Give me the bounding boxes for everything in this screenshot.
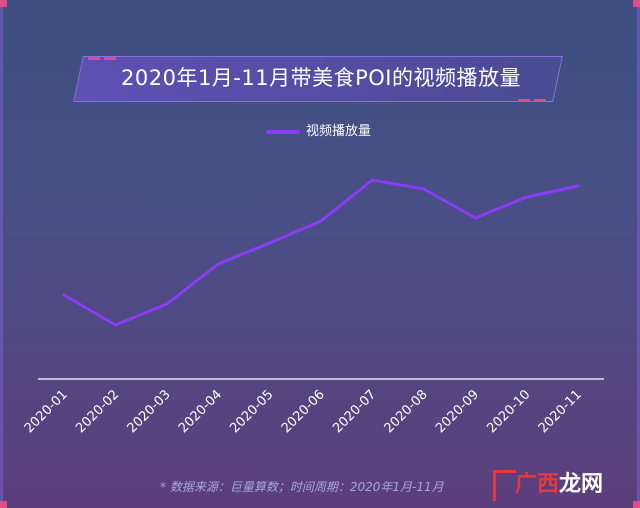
x-tick-label: 2020-08 bbox=[382, 387, 431, 436]
watermark: 广西龙网 bbox=[515, 466, 603, 500]
data-point bbox=[216, 262, 220, 266]
edge-line bbox=[0, 7, 3, 501]
title-deco bbox=[88, 57, 100, 60]
watermark-logo bbox=[493, 470, 516, 501]
title-deco bbox=[104, 57, 116, 60]
data-point bbox=[165, 302, 169, 306]
data-point bbox=[62, 293, 66, 297]
data-point bbox=[113, 323, 117, 327]
data-point bbox=[473, 216, 477, 220]
data-point bbox=[370, 178, 374, 182]
x-tick-label: 2020-10 bbox=[484, 387, 533, 436]
x-tick-label: 2020-09 bbox=[433, 387, 482, 436]
chart-title: 2020年1月-11月带美食POI的视频播放量 bbox=[121, 66, 521, 90]
x-tick-label: 2020-01 bbox=[22, 387, 71, 436]
x-tick-label: 2020-02 bbox=[73, 387, 122, 436]
watermark-part: 广 bbox=[515, 472, 538, 497]
data-point bbox=[319, 219, 323, 223]
x-tick-label: 2020-03 bbox=[125, 387, 174, 436]
legend-swatch bbox=[266, 130, 300, 134]
corner-mark bbox=[633, 0, 640, 7]
data-point bbox=[525, 195, 529, 199]
data-point bbox=[422, 187, 426, 191]
x-tick-label: 2020-07 bbox=[330, 387, 379, 436]
x-tick-label: 2020-05 bbox=[227, 387, 276, 436]
x-tick-label: 2020-04 bbox=[176, 387, 225, 436]
data-point bbox=[576, 184, 580, 188]
title-deco bbox=[518, 99, 530, 102]
corner-mark bbox=[0, 501, 7, 508]
source-note: * 数据来源：巨量算数；时间周期：2020年1月-11月 bbox=[160, 480, 444, 494]
x-tick-label: 2020-11 bbox=[536, 387, 585, 436]
corner-mark bbox=[633, 501, 640, 508]
edge-line bbox=[637, 7, 640, 501]
legend-label: 视频播放量 bbox=[306, 124, 372, 139]
title-deco bbox=[534, 99, 546, 102]
data-point bbox=[268, 241, 272, 245]
watermark-part: 西 bbox=[537, 472, 560, 497]
series-line bbox=[62, 178, 580, 327]
watermark-part: 龙网 bbox=[559, 472, 604, 497]
corner-mark bbox=[0, 0, 7, 7]
x-tick-label: 2020-06 bbox=[279, 387, 328, 436]
